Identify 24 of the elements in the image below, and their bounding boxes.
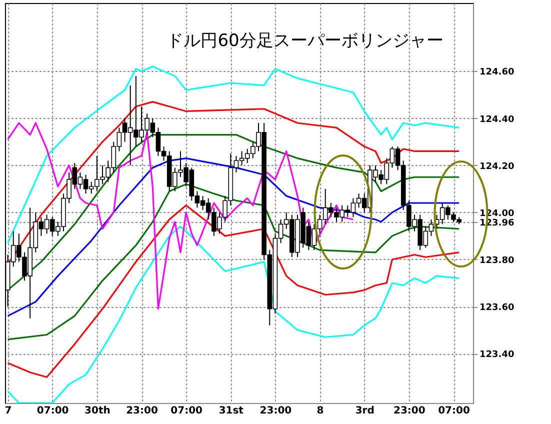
x-tick-label: 7 xyxy=(4,406,12,416)
x-tick-label: 23:00 xyxy=(260,406,292,416)
y-tick-label: 123.40 xyxy=(480,350,514,360)
line-series xyxy=(6,204,460,378)
y-tick-label: 123.80 xyxy=(480,256,514,266)
x-tick-label: 23:00 xyxy=(394,406,426,416)
x-tick-label: 31st xyxy=(218,406,244,416)
x-tick-label: 30th xyxy=(84,406,110,416)
y-tick-label: 124.40 xyxy=(480,114,514,125)
line-series xyxy=(6,226,460,403)
line-series xyxy=(6,122,354,310)
x-tick-label: 07:00 xyxy=(36,406,69,416)
x-tick-label: 07:00 xyxy=(438,406,470,416)
line-series xyxy=(6,66,460,244)
line-series xyxy=(6,183,460,340)
y-tick-label: 124.60 xyxy=(480,68,514,78)
x-tick-label: 07:00 xyxy=(170,406,203,416)
x-tick-label: 8 xyxy=(316,406,324,416)
line-series xyxy=(6,157,460,317)
x-tick-label: 3rd xyxy=(355,406,374,416)
text: ドル円60分足スーパーボリンジャー xyxy=(166,31,444,51)
y-tick-label: 124.20 xyxy=(480,162,514,172)
x-tick-label: 23:00 xyxy=(126,406,158,416)
y-tick-label: 123.60 xyxy=(480,303,514,314)
